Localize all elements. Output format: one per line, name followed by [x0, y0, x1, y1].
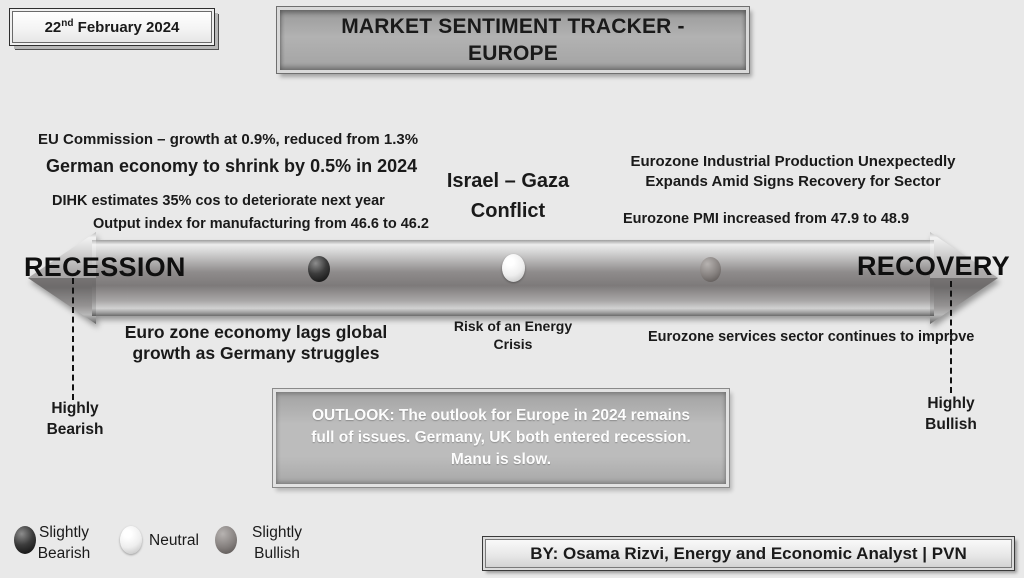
bearish-dashed-line — [72, 278, 74, 400]
outlook-box: OUTLOOK: The outlook for Europe in 2024 … — [272, 388, 730, 488]
byline-box: BY: Osama Rizvi, Energy and Economic Ana… — [482, 536, 1015, 571]
outlook-line2: full of issues. Germany, UK both entered… — [311, 429, 691, 446]
title-box: MARKET SENTIMENT TRACKER - EUROPE — [276, 6, 750, 74]
date-badge: 22nd February 2024 — [9, 8, 215, 46]
legend-slightly-bearish: Slightly Bearish — [37, 524, 91, 562]
legend-slightly-bullish: Slightly Bullish — [252, 524, 302, 562]
arrow-right-head — [930, 232, 998, 324]
note-israel-gaza: Israel – Gaza Conflict — [446, 170, 570, 222]
slightly-bullish-dot — [700, 257, 721, 282]
byline-text: BY: Osama Rizvi, Energy and Economic Ana… — [530, 543, 967, 563]
bullish-dashed-line — [950, 281, 952, 393]
highly-bullish-label: Highly Bullish — [925, 395, 977, 433]
note-eu-commission: EU Commission – growth at 0.9%, reduced … — [38, 131, 419, 148]
page-title-line1: MARKET SENTIMENT TRACKER - — [341, 15, 685, 38]
outlook-line3: Manu is slow. — [450, 451, 552, 468]
note-services-sector: Eurozone services sector continues to im… — [648, 329, 975, 345]
white-sphere-icon — [120, 526, 142, 554]
note-energy-crisis: Risk of an Energy Crisis — [453, 318, 573, 352]
recovery-label: RECOVERY — [857, 251, 1010, 281]
slightly-bearish-dot — [308, 256, 330, 282]
legend-neutral: Neutral — [149, 532, 199, 549]
arrow-left-head — [28, 232, 96, 324]
date-text: 22nd February 2024 — [44, 18, 180, 36]
recession-label: RECESSION — [24, 252, 186, 282]
page-title-line2: EUROPE — [468, 42, 558, 65]
dark-sphere-icon — [14, 526, 36, 554]
note-industrial-production: Eurozone Industrial Production Unexpecte… — [630, 153, 956, 190]
note-eurozone-lags: Euro zone economy lags global growth as … — [124, 322, 388, 363]
outlook-line1: OUTLOOK: The outlook for Europe in 2024 … — [311, 407, 691, 424]
highly-bearish-label: Highly Bearish — [46, 400, 104, 438]
neutral-dot — [502, 254, 525, 282]
gray-sphere-icon — [215, 526, 237, 554]
note-eurozone-pmi: Eurozone PMI increased from 47.9 to 48.9 — [623, 211, 910, 227]
note-dihk-estimate: DIHK estimates 35% cos to deteriorate ne… — [52, 193, 385, 209]
note-german-economy: German economy to shrink by 0.5% in 2024 — [46, 156, 418, 176]
note-output-index: Output index for manufacturing from 46.6… — [93, 216, 429, 232]
